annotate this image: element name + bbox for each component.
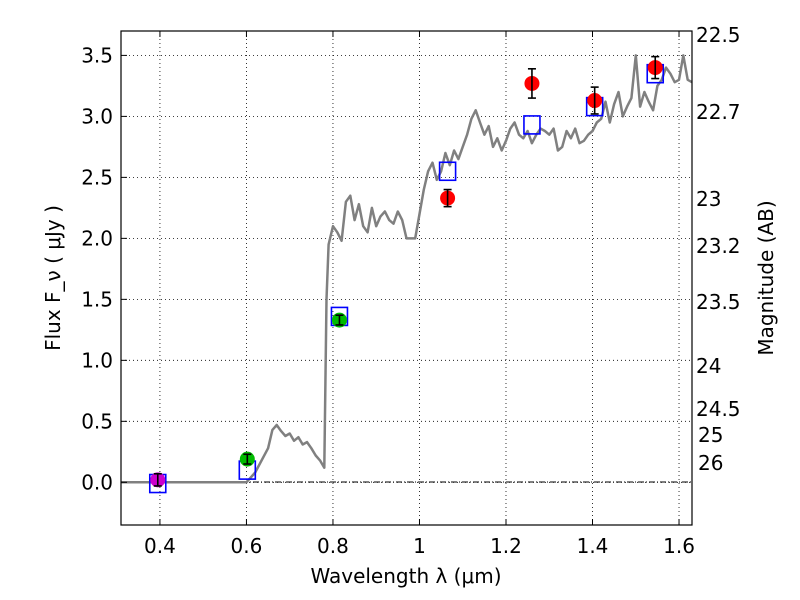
mag-tick-label: 25 xyxy=(698,423,723,447)
y-axis-label: Flux F_ν ( μJy ) xyxy=(41,205,65,351)
y-tick-label: 0.0 xyxy=(81,470,113,494)
x-tick-label: 1.4 xyxy=(577,534,609,558)
x-tick-label: 1.6 xyxy=(663,534,695,558)
x-tick-label: 0.8 xyxy=(317,534,349,558)
model-spectrum-line xyxy=(121,54,693,484)
y-tick-label: 3.0 xyxy=(81,104,113,128)
y2-axis-label: Magnitude (AB) xyxy=(754,200,778,355)
model-photometry-square xyxy=(523,115,541,135)
magnitude-axis-ticks: 22.5 22.7 23 23.2 23.5 24 24.5 25 26 xyxy=(696,23,741,475)
x-tick-label: 0.6 xyxy=(231,534,263,558)
mag-tick-label: 24.5 xyxy=(696,397,741,421)
y-tick-label: 0.5 xyxy=(81,409,113,433)
mag-tick-label: 23.5 xyxy=(696,290,741,314)
mag-tick-label: 22.5 xyxy=(696,23,741,47)
mag-tick-label: 22.7 xyxy=(696,100,741,124)
y-tick-label: 3.5 xyxy=(81,43,113,67)
x-tick-label: 1.2 xyxy=(490,534,522,558)
mag-tick-label: 23 xyxy=(696,187,721,211)
mag-tick-label: 23.2 xyxy=(696,234,741,258)
plot-frame xyxy=(120,30,693,526)
x-tick-label: 0.4 xyxy=(144,534,176,558)
x-tick-label: 1 xyxy=(413,534,426,558)
x-axis-label: Wavelength λ (μm) xyxy=(310,564,501,588)
y-tick-label: 2.0 xyxy=(81,226,113,250)
y-tick-label: 2.5 xyxy=(81,165,113,189)
observed-photometry-markers xyxy=(150,55,663,488)
model-photometry-square xyxy=(438,161,457,182)
mag-tick-label: 24 xyxy=(696,354,721,378)
y-tick-label: 1.5 xyxy=(81,287,113,311)
y-axis-ticks: 0.0 0.5 1.0 1.5 2.0 2.5 3.0 3.5 xyxy=(81,43,127,494)
y-tick-label: 1.0 xyxy=(81,348,113,372)
x-axis-ticks: 0.4 0.6 0.8 1 1.2 1.4 1.6 xyxy=(144,31,695,558)
mag-tick-label: 26 xyxy=(698,451,723,475)
